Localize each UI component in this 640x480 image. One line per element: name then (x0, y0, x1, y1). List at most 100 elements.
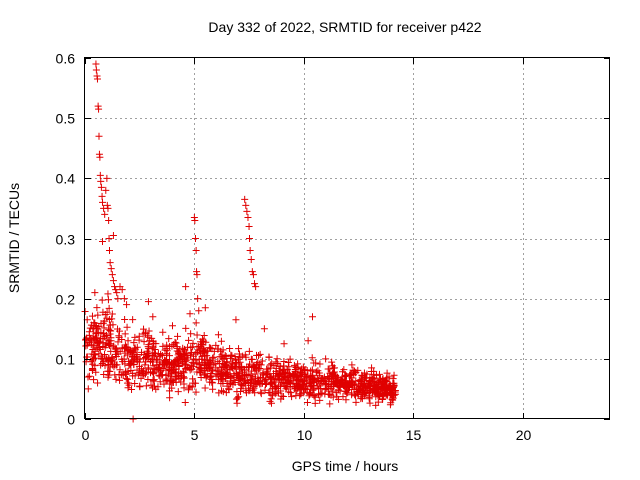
data-point (124, 337, 132, 345)
data-point (216, 371, 224, 379)
data-point (290, 361, 298, 369)
data-point (245, 222, 253, 230)
data-point (281, 381, 289, 389)
data-point (135, 370, 143, 378)
data-point (123, 375, 131, 383)
data-point (91, 351, 99, 359)
data-point (310, 359, 318, 367)
data-point (84, 373, 92, 381)
data-point (94, 379, 102, 387)
data-point (232, 365, 240, 373)
data-point (208, 378, 216, 386)
data-point (251, 389, 259, 397)
data-point (249, 271, 257, 279)
data-point (289, 372, 297, 380)
data-point (84, 385, 92, 393)
data-point (153, 355, 161, 363)
data-point (247, 355, 255, 363)
data-point (163, 350, 171, 358)
data-point (311, 399, 319, 407)
data-point (140, 351, 148, 359)
data-point (245, 347, 253, 355)
data-point (90, 319, 98, 327)
data-point (173, 343, 181, 351)
data-point (174, 388, 182, 396)
data-point (191, 216, 199, 224)
data-point (252, 351, 260, 359)
data-point (325, 365, 333, 373)
data-point (316, 360, 324, 368)
data-point (381, 381, 389, 389)
data-point (98, 192, 106, 200)
data-point (135, 332, 143, 340)
data-point (260, 325, 268, 333)
data-point (242, 201, 250, 209)
data-point (223, 365, 231, 373)
data-point (363, 386, 371, 394)
data-point (294, 371, 302, 379)
data-point (341, 371, 349, 379)
data-point (169, 379, 177, 387)
data-point (100, 371, 108, 379)
data-point (372, 371, 380, 379)
data-point (121, 330, 129, 338)
data-point (149, 376, 157, 384)
data-point (375, 386, 383, 394)
data-point (257, 388, 265, 396)
data-point (320, 373, 328, 381)
data-point (179, 367, 187, 375)
data-point (214, 357, 222, 365)
data-point (247, 256, 255, 264)
data-point (265, 353, 273, 361)
data-point (96, 337, 104, 345)
data-point (350, 367, 358, 375)
data-point (257, 361, 265, 369)
data-point (152, 340, 160, 348)
data-point (96, 343, 104, 351)
data-point (272, 383, 280, 391)
data-point (261, 386, 269, 394)
data-point (228, 352, 236, 360)
data-point (379, 395, 387, 403)
data-point (122, 368, 130, 376)
data-point (388, 391, 396, 399)
data-point (90, 376, 98, 384)
data-point (212, 341, 220, 349)
data-point (257, 390, 265, 398)
data-point (133, 350, 141, 358)
data-point (108, 310, 116, 318)
data-point (185, 336, 193, 344)
data-point (179, 344, 187, 352)
data-point (291, 385, 299, 393)
data-point (166, 342, 174, 350)
data-point (171, 369, 179, 377)
x-tick-label: 5 (191, 427, 199, 443)
data-point (189, 375, 197, 383)
data-point (233, 388, 241, 396)
ticks: 0 0.1 0.2 0.3 0.4 0.5 0.6 0 5 10 15 20 (56, 51, 610, 443)
data-point (246, 381, 254, 389)
data-point (361, 374, 369, 382)
data-point (303, 399, 311, 407)
data-point (231, 378, 239, 386)
data-point (221, 352, 229, 360)
data-point (85, 372, 93, 380)
data-point (144, 343, 152, 351)
data-point (366, 399, 374, 407)
data-point (154, 383, 162, 391)
data-point (333, 381, 341, 389)
data-point (251, 363, 259, 371)
data-point (316, 380, 324, 388)
data-point (107, 327, 115, 335)
data-point (367, 387, 375, 395)
data-point (292, 379, 300, 387)
data-point (129, 369, 137, 377)
data-point (114, 338, 122, 346)
data-point (195, 359, 203, 367)
data-point (146, 357, 154, 365)
data-point (174, 332, 182, 340)
data-point (165, 335, 173, 343)
data-point (97, 183, 105, 191)
data-point (194, 348, 202, 356)
